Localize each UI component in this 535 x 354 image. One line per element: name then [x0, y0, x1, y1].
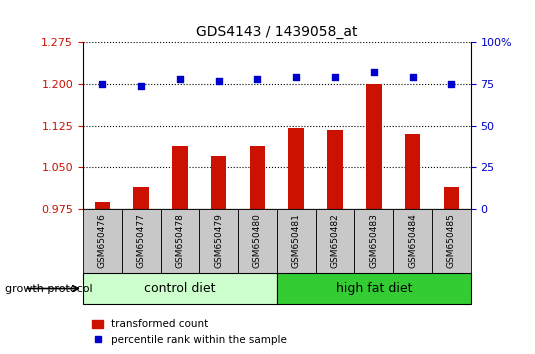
Bar — [199, 209, 238, 273]
Title: GDS4143 / 1439058_at: GDS4143 / 1439058_at — [196, 25, 357, 39]
Bar — [366, 84, 381, 209]
Bar — [393, 209, 432, 273]
Bar — [250, 146, 265, 209]
Text: GSM650480: GSM650480 — [253, 213, 262, 268]
Bar — [327, 130, 343, 209]
Point — [408, 75, 417, 80]
Point — [137, 83, 146, 88]
Text: GSM650481: GSM650481 — [292, 213, 301, 268]
Point — [370, 70, 378, 75]
Text: GSM650485: GSM650485 — [447, 213, 456, 268]
Text: GSM650479: GSM650479 — [214, 213, 223, 268]
Bar — [83, 273, 277, 304]
Bar — [121, 209, 160, 273]
Point — [292, 75, 301, 80]
Point — [331, 75, 339, 80]
Point — [175, 76, 184, 82]
Text: GSM650476: GSM650476 — [98, 213, 107, 268]
Text: GSM650478: GSM650478 — [175, 213, 185, 268]
Bar — [316, 209, 354, 273]
Bar — [211, 156, 226, 209]
Text: GSM650477: GSM650477 — [136, 213, 146, 268]
Bar — [95, 202, 110, 209]
Point — [447, 81, 456, 87]
Point — [253, 76, 262, 82]
Text: high fat diet: high fat diet — [335, 282, 412, 295]
Point — [98, 81, 106, 87]
Bar — [83, 209, 122, 273]
Text: GSM650482: GSM650482 — [331, 213, 340, 268]
Bar — [133, 187, 149, 209]
Bar — [277, 209, 316, 273]
Bar — [405, 134, 421, 209]
Bar — [160, 209, 199, 273]
Bar — [277, 273, 471, 304]
Point — [215, 78, 223, 84]
Text: control diet: control diet — [144, 282, 216, 295]
Text: growth protocol: growth protocol — [5, 284, 93, 293]
Text: GSM650483: GSM650483 — [369, 213, 378, 268]
Bar — [354, 209, 393, 273]
Text: GSM650484: GSM650484 — [408, 213, 417, 268]
Bar — [238, 209, 277, 273]
Bar — [288, 129, 304, 209]
Legend: transformed count, percentile rank within the sample: transformed count, percentile rank withi… — [88, 315, 291, 349]
Bar — [444, 187, 459, 209]
Bar — [172, 146, 188, 209]
Bar — [432, 209, 471, 273]
